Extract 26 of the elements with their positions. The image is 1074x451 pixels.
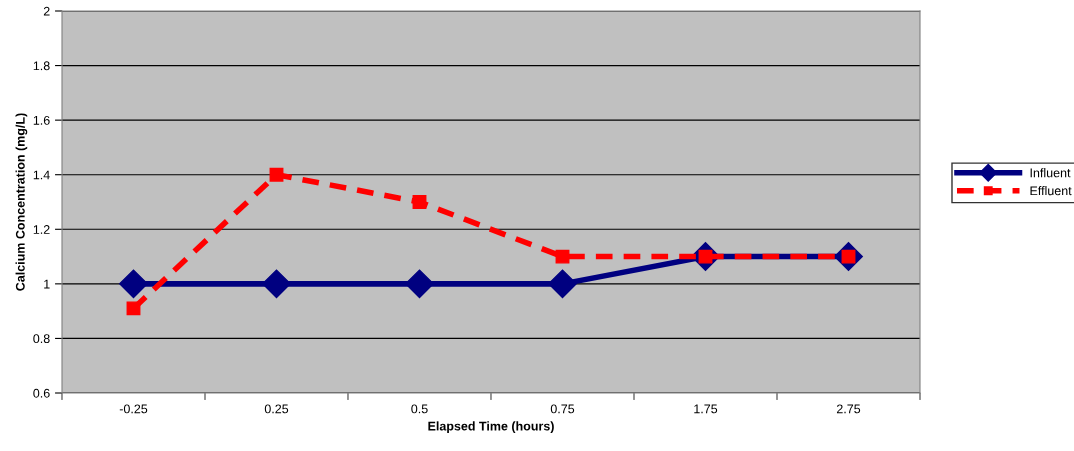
point (548, 269, 577, 299)
point (126, 301, 141, 316)
y-tick-label: 1.8 (33, 61, 50, 71)
y-tick-label: 2 (43, 6, 50, 16)
x-tick-label: 2.75 (836, 404, 861, 414)
point (262, 269, 291, 299)
point (119, 269, 148, 299)
x-axis-title: Elapsed Time (hours) (428, 421, 554, 433)
point (412, 195, 427, 209)
x-tick-label: -0.25 (119, 404, 148, 414)
y-tick-label: 1.2 (33, 225, 50, 234)
y-tick-label: 1.6 (33, 115, 50, 125)
y-tick-label: 1.4 (33, 170, 50, 180)
x-tick-label: 0.5 (411, 404, 428, 414)
legend-label: Influent (1030, 168, 1071, 178)
y-axis-title: Calcium Concentration (mg/L) (15, 113, 28, 291)
point (555, 249, 570, 264)
x-tick-label: 0.25 (264, 404, 289, 414)
y-tick-label: 1 (44, 279, 50, 289)
y-tick-label: 0.8 (33, 334, 50, 344)
x-tick-label: 0.75 (550, 404, 575, 414)
point (405, 269, 434, 299)
legend-label: Effluent (1030, 186, 1072, 196)
point (269, 167, 284, 182)
y-tick-label: 0.6 (33, 388, 50, 398)
x-tick-label: 1.75 (694, 404, 718, 414)
